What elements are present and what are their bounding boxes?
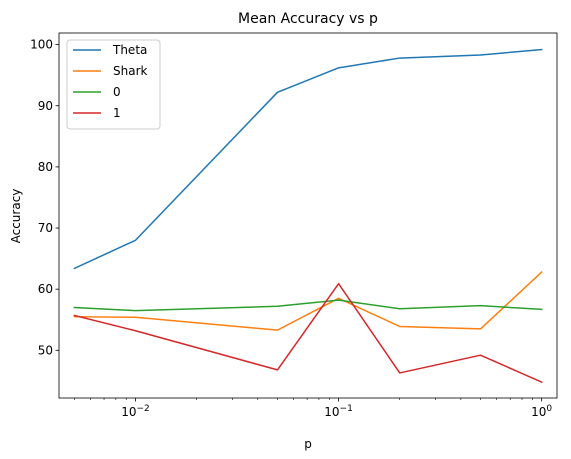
y-tick-label-1: 60 [38, 282, 53, 296]
x-tick-label-0: 10−2 [121, 404, 150, 419]
axes-layer: 10−2 10−1 100 50 60 70 80 90 100 [30, 32, 558, 419]
legend-label-1: Shark [113, 64, 148, 78]
chart-title: Mean Accuracy vs p [238, 11, 378, 27]
legend-label-2: 0 [113, 85, 121, 99]
legend-box [66, 39, 161, 130]
series-layer [73, 48, 543, 384]
legend: Theta Shark 0 1 [66, 39, 161, 130]
y-tick-label-4: 90 [38, 99, 53, 113]
series-line-3 [73, 282, 543, 384]
legend-label-3: 1 [113, 106, 121, 120]
y-axis-label: Accuracy [9, 189, 23, 244]
y-tick-label-0: 50 [38, 343, 53, 357]
y-tick-label-5: 100 [30, 38, 53, 52]
series-line-1 [73, 270, 543, 331]
x-tick-label-1: 10−1 [324, 404, 353, 419]
y-tick-label-3: 80 [38, 160, 53, 174]
x-axis-label: p [304, 437, 312, 451]
legend-label-0: Theta [112, 43, 147, 57]
y-tick-label-2: 70 [38, 221, 53, 235]
series-line-2 [73, 299, 543, 312]
x-tick-label-2: 100 [531, 404, 552, 419]
series-line-0 [73, 48, 543, 270]
plot-frame [58, 32, 558, 399]
